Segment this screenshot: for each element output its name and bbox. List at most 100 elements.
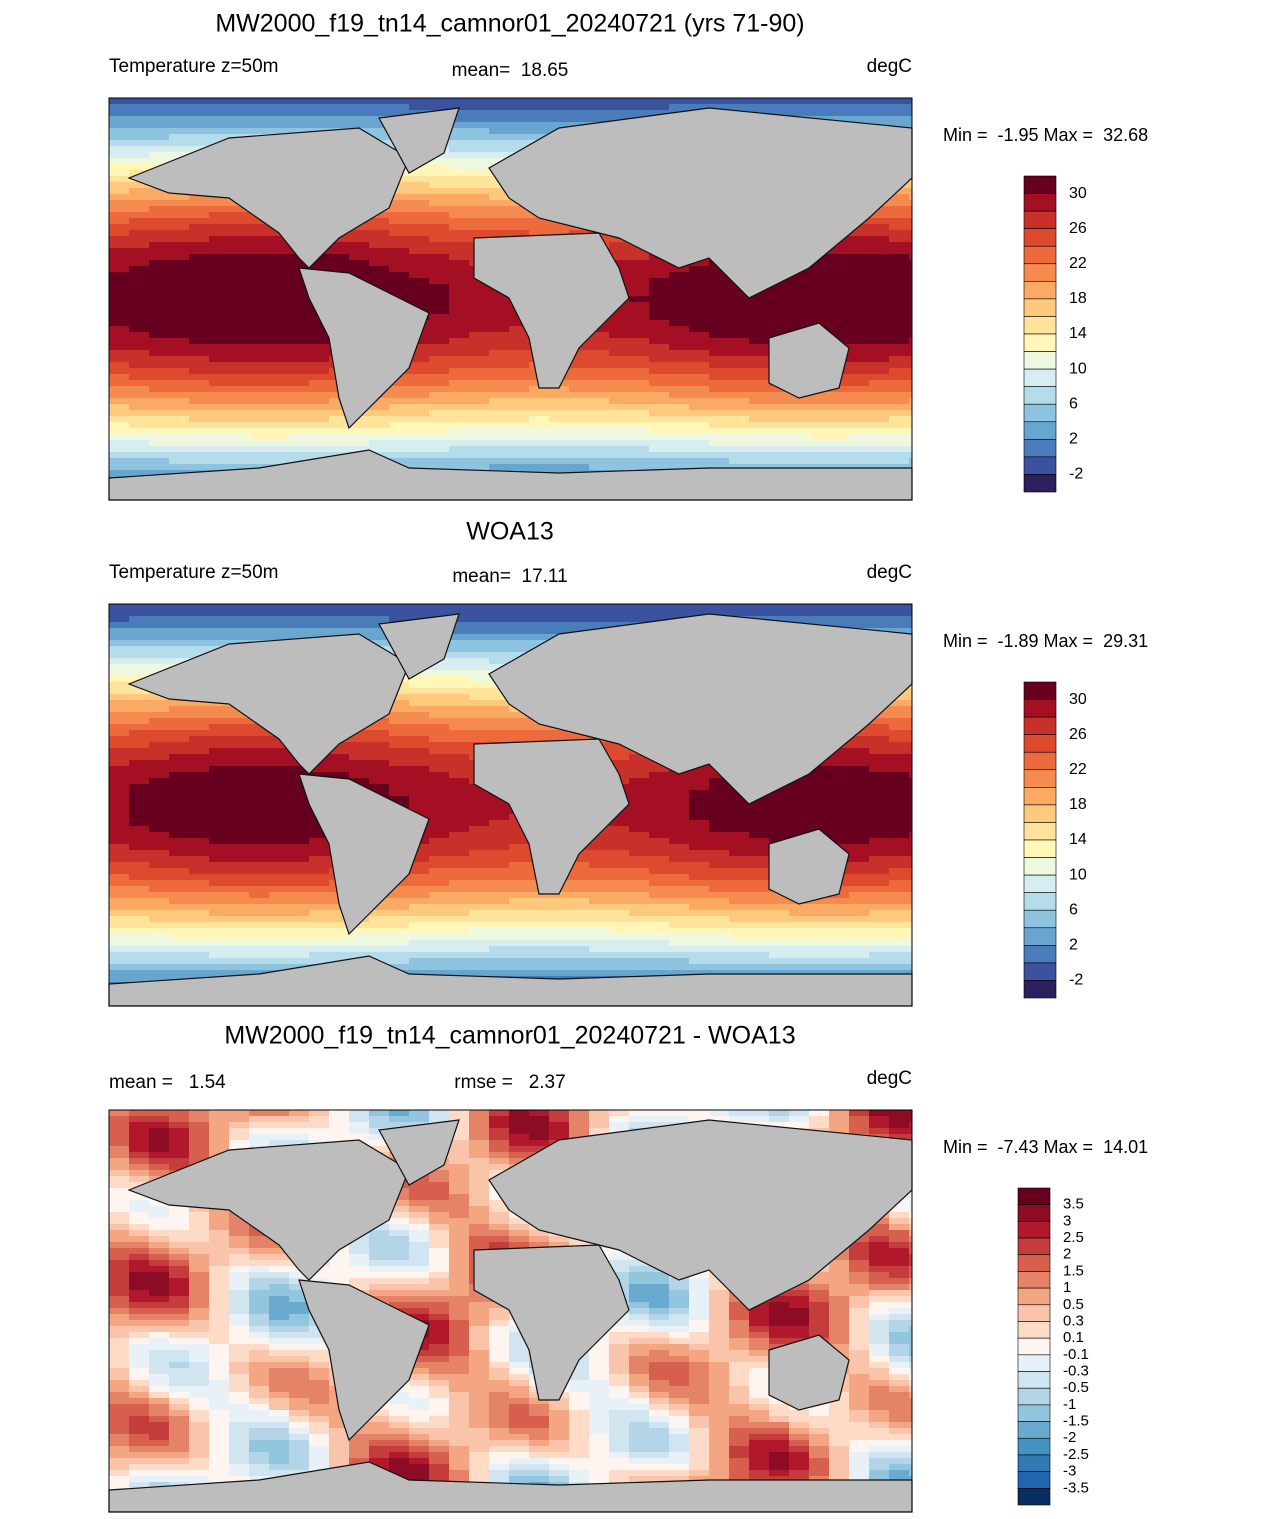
field-cell <box>389 410 409 416</box>
field-cell <box>169 350 189 356</box>
field-cell <box>149 206 169 212</box>
field-cell <box>149 356 169 362</box>
field-cell <box>249 724 269 730</box>
field-cell <box>449 200 469 206</box>
field-cell <box>129 212 149 218</box>
field-cell <box>269 356 289 362</box>
field-cell <box>169 458 189 464</box>
field-cell <box>689 880 709 886</box>
field-cell <box>109 320 129 326</box>
field-cell <box>509 616 529 622</box>
field-cell <box>489 736 509 742</box>
field-cell <box>189 760 209 766</box>
field-cell <box>389 428 409 434</box>
field-cell <box>709 320 729 326</box>
field-cell <box>889 116 909 122</box>
field-cell <box>769 422 789 428</box>
field-cell <box>469 434 489 440</box>
field-cell <box>849 898 869 904</box>
field-cell <box>869 760 889 766</box>
field-cell <box>469 922 489 928</box>
field-cell <box>129 874 149 880</box>
field-cell <box>129 308 149 314</box>
field-cell <box>369 790 389 796</box>
field-cell <box>129 754 149 760</box>
field-cell <box>289 802 309 808</box>
field-cell <box>749 104 769 110</box>
field-cell <box>169 634 189 640</box>
field-cell <box>149 416 169 422</box>
field-cell <box>229 712 249 718</box>
field-cell <box>849 736 869 742</box>
field-cell <box>209 410 229 416</box>
field-cell <box>149 392 169 398</box>
field-cell <box>489 416 509 422</box>
field-cell <box>509 862 529 868</box>
field-cell <box>749 404 769 410</box>
field-cell <box>889 700 909 706</box>
field-cell <box>229 344 249 350</box>
field-cell <box>769 416 789 422</box>
field-cell <box>609 392 629 398</box>
field-cell <box>329 248 349 254</box>
field-cell <box>489 898 509 904</box>
field-cell <box>889 422 909 428</box>
field-cell <box>549 428 569 434</box>
field-cell <box>449 170 469 176</box>
field-cell <box>449 682 469 688</box>
field-cell <box>689 290 709 296</box>
field-cell <box>369 110 389 116</box>
field-cell <box>629 874 649 880</box>
field-cell <box>249 808 269 814</box>
field-cell <box>689 368 709 374</box>
field-cell <box>209 248 229 254</box>
field-cell <box>469 640 489 646</box>
field-cell <box>889 802 909 808</box>
field-cell <box>449 736 469 742</box>
field-cell <box>109 886 129 892</box>
field-cell <box>489 206 509 212</box>
field-cell <box>629 434 649 440</box>
field-cell <box>509 434 529 440</box>
field-cell <box>469 886 489 892</box>
field-cell <box>449 422 469 428</box>
field-cell <box>649 380 669 386</box>
field-cell <box>609 422 629 428</box>
field-cell <box>509 724 529 730</box>
field-cell <box>769 98 789 104</box>
field-cell <box>909 784 912 790</box>
field-cell <box>289 886 309 892</box>
field-cell <box>609 428 629 434</box>
center-label: mean= 18.65 <box>452 60 569 81</box>
field-cell <box>869 850 889 856</box>
field-cell <box>729 326 749 332</box>
field-cell <box>869 320 889 326</box>
field-cell <box>149 892 169 898</box>
field-cell <box>449 236 469 242</box>
field-cell <box>189 296 209 302</box>
field-cell <box>649 904 669 910</box>
field-cell <box>429 446 449 452</box>
field-cell <box>909 808 912 814</box>
field-cell <box>289 356 309 362</box>
field-cell <box>169 760 189 766</box>
field-cell <box>129 688 149 694</box>
field-cell <box>669 464 689 470</box>
field-cell <box>269 410 289 416</box>
field-cell <box>429 170 449 176</box>
field-cell <box>609 260 629 266</box>
field-cell <box>469 838 489 844</box>
field-cell <box>109 736 129 742</box>
field-cell <box>909 290 912 296</box>
field-cell <box>589 910 609 916</box>
field-cell <box>569 374 589 380</box>
field-cell <box>429 748 449 754</box>
field-cell <box>409 682 429 688</box>
field-cell <box>509 128 529 134</box>
field-cell <box>409 676 429 682</box>
field-cell <box>829 622 849 628</box>
field-cell <box>909 790 912 796</box>
field-cell <box>189 392 209 398</box>
field-cell <box>749 428 769 434</box>
field-cell <box>449 868 469 874</box>
